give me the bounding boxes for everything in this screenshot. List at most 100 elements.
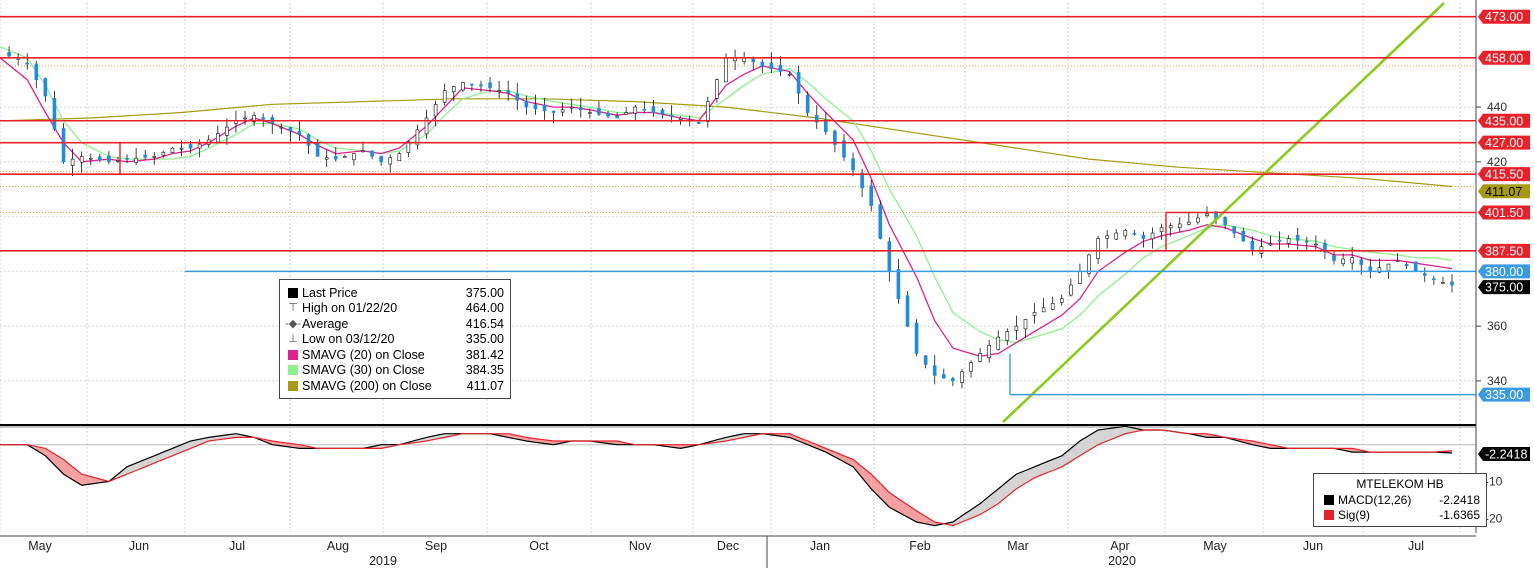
sma200-swatch-icon	[288, 380, 298, 391]
candle-body	[706, 101, 710, 122]
candle-body	[488, 82, 492, 89]
candle-body	[987, 345, 991, 358]
level-tag-label: 335.00	[1485, 388, 1523, 402]
legend-label: SMAVG (20) on Close	[302, 347, 425, 362]
month-label: Feb	[909, 539, 931, 553]
month-label: Sep	[425, 539, 447, 553]
macd-fill-segment	[1043, 459, 1053, 475]
candle-body	[1132, 233, 1137, 235]
month-label: Jul	[229, 539, 245, 553]
month-label: Jun	[1303, 539, 1323, 553]
candle-body	[61, 128, 66, 163]
sma200-tag-label: 411.07	[1485, 185, 1522, 199]
candle-body	[588, 112, 592, 114]
candle-body	[996, 336, 1001, 350]
macd-fill-segment	[172, 444, 182, 456]
macd-fill-segment	[63, 459, 73, 480]
macd-fill-segment	[989, 488, 999, 510]
candle-body	[1014, 325, 1019, 331]
candle-body	[243, 117, 247, 120]
candle-body	[715, 79, 719, 99]
macd-swatch-icon	[1324, 494, 1334, 505]
level-tag: 415.50	[1478, 167, 1530, 182]
macd-fill-segment	[81, 474, 91, 486]
high-marker-icon: ⊤	[288, 302, 298, 315]
candle-body	[678, 117, 683, 120]
price-tick-label: 440	[1487, 100, 1507, 114]
macd-fill-segment	[971, 503, 981, 519]
macd-fill-segment	[871, 474, 881, 499]
candle-body	[560, 109, 565, 113]
candle-body	[887, 241, 892, 272]
candle-body	[778, 64, 783, 72]
candle-body	[1295, 234, 1300, 241]
month-label: Apr	[1110, 539, 1129, 553]
candle-body	[324, 157, 329, 160]
level-tag: 387.50	[1478, 243, 1530, 258]
candle-body	[397, 153, 402, 162]
level-tag-label: 458.00	[1485, 51, 1523, 65]
candle-body	[315, 141, 320, 157]
candle-body	[451, 86, 456, 93]
candle-body	[479, 84, 483, 87]
macd-fill-segment	[54, 453, 64, 475]
level-tag-label: 427.00	[1485, 136, 1523, 150]
candle-body	[470, 83, 474, 86]
macd-fill-segment	[190, 439, 200, 449]
candle-body	[669, 114, 674, 117]
candle-body	[1069, 284, 1073, 296]
level-tag-shape	[1478, 205, 1530, 220]
candle-body	[1404, 264, 1409, 267]
candle-body	[1250, 240, 1255, 250]
candle-body	[1232, 226, 1236, 234]
candle-body	[1432, 278, 1436, 280]
macd-layer	[0, 425, 1453, 527]
level-tag-shape	[1478, 50, 1530, 65]
macd-tick-label: -10	[1485, 475, 1503, 489]
level-tag-shape	[1478, 9, 1530, 24]
legend-value: -1.6365	[1439, 508, 1480, 523]
level-tag-shape	[1478, 113, 1530, 128]
candle-body	[1205, 213, 1209, 216]
macd-fill-segment	[1007, 474, 1017, 497]
candle-body	[624, 112, 628, 115]
legend-value: 384.35	[465, 363, 504, 378]
month-label: Oct	[529, 539, 549, 553]
candle-body	[642, 108, 647, 111]
candle-body	[1023, 319, 1028, 330]
level-tag-label: 473.00	[1485, 10, 1523, 24]
candle-body	[506, 90, 511, 94]
candle-body	[1168, 225, 1173, 229]
legend-value: 335.00	[465, 332, 504, 347]
macd-fill-segment	[36, 446, 46, 456]
candle-body	[1059, 298, 1064, 303]
candle-body	[606, 112, 610, 117]
legend-value: 411.07	[466, 378, 504, 393]
candle-body	[352, 153, 356, 161]
candle-body	[107, 155, 111, 163]
legend-row-macd: MACD(12,26) -2.2418	[1320, 492, 1480, 508]
signal-swatch-icon	[1324, 510, 1334, 521]
year-label: 2019	[369, 554, 397, 568]
level-tag: 458.00	[1478, 50, 1530, 65]
candle-body	[914, 322, 919, 354]
price-tick-label: 340	[1487, 374, 1507, 388]
candle-body	[333, 156, 338, 160]
legend-row-last-price: Last Price 375.00	[284, 285, 504, 301]
macd-fill-segment	[952, 515, 962, 526]
candle-body	[461, 82, 465, 91]
month-label: Jun	[129, 539, 149, 553]
candle-body	[1323, 242, 1327, 253]
candle-body	[1087, 254, 1091, 274]
candle-body	[805, 94, 810, 113]
low-marker-icon: ⊥	[288, 333, 298, 346]
legend-label: MACD(12,26)	[1338, 492, 1412, 507]
candle-body	[1150, 232, 1155, 240]
last-price-tag-label: 375.00	[1485, 281, 1523, 295]
candle-body	[1395, 260, 1400, 262]
macd-legend-title: MTELEKOM HB	[1356, 477, 1444, 491]
macd-fill-segment	[834, 452, 844, 462]
candle-body	[1123, 230, 1128, 237]
macd-fill-segment	[789, 433, 799, 442]
